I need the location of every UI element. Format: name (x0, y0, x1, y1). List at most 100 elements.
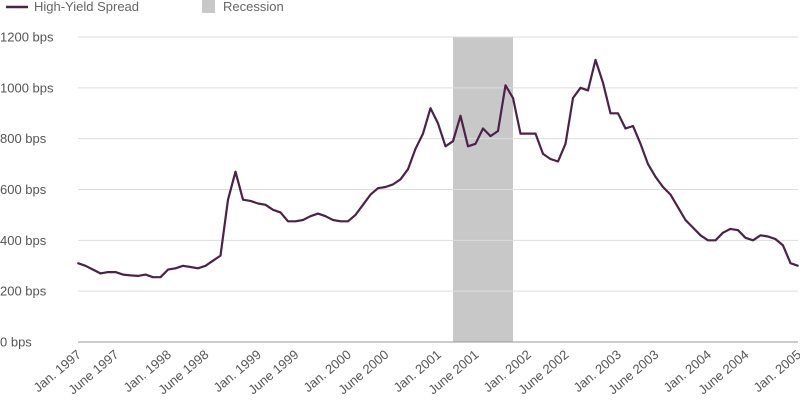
data-point (234, 170, 237, 173)
data-point (729, 228, 732, 230)
data-point (272, 208, 274, 211)
data-point (422, 132, 424, 135)
data-point (534, 132, 537, 135)
data-point (782, 244, 784, 247)
data-point (167, 268, 169, 271)
data-point (722, 231, 724, 234)
data-point (324, 215, 327, 218)
data-point (264, 203, 267, 206)
data-point (549, 158, 552, 160)
data-point (369, 193, 372, 196)
data-point (647, 163, 649, 166)
data-point (302, 219, 304, 221)
y-tick-label: 1200 bps (0, 30, 54, 45)
y-tick-label: 1000 bps (0, 80, 54, 95)
data-point (242, 198, 244, 201)
data-point (77, 262, 79, 265)
data-point (474, 142, 477, 145)
data-point (542, 153, 544, 155)
data-point (744, 236, 747, 239)
data-point (587, 89, 589, 92)
data-point (639, 142, 642, 145)
data-point (114, 271, 117, 273)
data-point (692, 226, 694, 229)
data-point (347, 220, 349, 223)
data-point (407, 168, 409, 171)
y-tick-label: 600 bps (0, 182, 47, 197)
data-point (632, 125, 634, 127)
data-point (737, 229, 739, 232)
data-point (669, 193, 672, 196)
data-point (294, 220, 297, 223)
data-point (212, 259, 214, 262)
data-point (144, 273, 147, 276)
data-point (257, 202, 259, 205)
data-point (467, 145, 469, 148)
y-tick-labels: 0 bps 200 bps 400 bps 600 bps 800 bps 1000 bp… (0, 30, 54, 350)
data-point (519, 132, 522, 135)
data-point (362, 203, 364, 206)
data-point (512, 97, 514, 99)
data-point (789, 262, 792, 265)
data-point (384, 186, 387, 188)
data-point (707, 239, 709, 242)
data-point (197, 267, 199, 270)
data-point (767, 235, 769, 238)
data-point (174, 267, 177, 270)
data-point (557, 160, 559, 163)
data-point (504, 84, 507, 87)
y-tick-label: 200 bps (0, 284, 47, 299)
data-point (152, 276, 154, 279)
data-point (332, 219, 334, 221)
data-point (287, 220, 289, 223)
legend-swatch-recession (202, 0, 215, 13)
data-point (414, 147, 417, 150)
data-point (624, 127, 627, 130)
data-point (437, 122, 439, 125)
data-point (579, 86, 582, 89)
data-point (377, 187, 379, 190)
legend-label-recession: Recession (223, 0, 284, 14)
data-point (654, 175, 657, 178)
data-point (399, 178, 402, 181)
data-point (219, 254, 222, 257)
legend-label-series: High-Yield Spread (34, 0, 139, 14)
data-point (249, 200, 252, 202)
data-point (662, 186, 664, 188)
data-point (797, 264, 799, 267)
data-point (189, 266, 192, 268)
data-point (699, 234, 702, 237)
data-point (429, 107, 432, 110)
line-layer (77, 58, 799, 279)
data-point (609, 112, 612, 115)
data-point (489, 135, 492, 138)
data-point (452, 140, 454, 143)
y-tick-label: 0 bps (0, 335, 32, 350)
data-point (354, 214, 357, 216)
y-tick-label: 400 bps (0, 233, 47, 248)
data-point (459, 114, 462, 117)
data-point (92, 268, 94, 271)
data-point (137, 275, 139, 277)
data-point (182, 264, 184, 267)
data-point (392, 183, 394, 186)
data-point (572, 97, 574, 99)
data-point (774, 238, 777, 241)
data-point (684, 219, 687, 221)
data-point (122, 273, 124, 276)
data-point (309, 215, 312, 218)
data-point (99, 272, 102, 275)
data-point (752, 239, 754, 242)
data-point (339, 220, 342, 223)
data-point (279, 211, 282, 214)
grid-layer (78, 36, 798, 343)
data-point (677, 206, 679, 209)
data-point (602, 81, 604, 84)
data-point (159, 276, 162, 279)
data-point (527, 132, 529, 135)
data-point (759, 234, 762, 237)
legend: High-Yield Spread Recession (6, 0, 284, 14)
data-point (444, 145, 447, 148)
